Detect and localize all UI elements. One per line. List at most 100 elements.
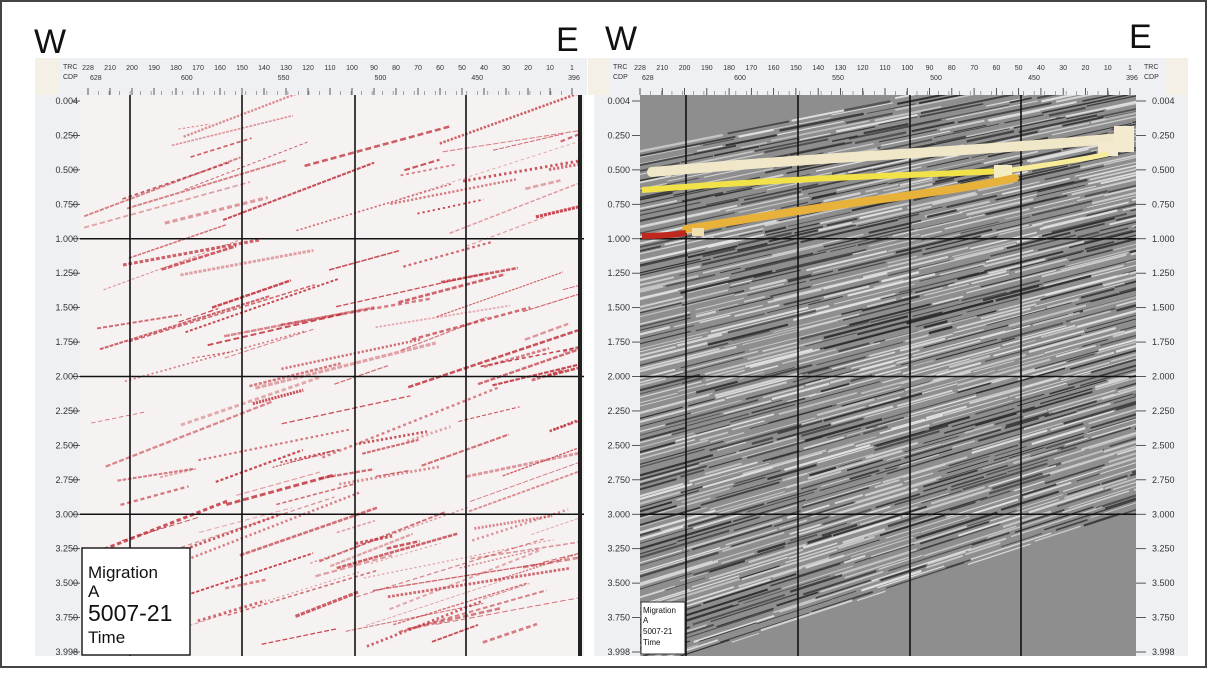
time-tick-label: 1.250 (1152, 268, 1175, 278)
reflection-event (1132, 471, 1136, 472)
time-tick-label: 0.004 (1152, 96, 1175, 106)
time-tick-label: 2.500 (607, 440, 630, 450)
time-tick-label: 1.500 (607, 303, 630, 313)
time-tick-label: 1.250 (607, 268, 630, 278)
trc-tick-label: 20 (1082, 65, 1090, 72)
trc-tick-label: 228 (634, 65, 646, 72)
trc-tick-label: 100 (346, 65, 358, 72)
right-info-line1: Migration (643, 606, 676, 615)
cdp-tick-label: 500 (930, 75, 942, 82)
trc-tick-label: 50 (458, 65, 466, 72)
trc-tick-label: 120 (302, 65, 314, 72)
trc-tick-label: 130 (280, 65, 292, 72)
trc-tick-label: 40 (1037, 65, 1045, 72)
trc-tick-label: 140 (812, 65, 824, 72)
time-tick-label: 0.500 (607, 165, 630, 175)
time-tick-label: 1.750 (1152, 337, 1175, 347)
time-tick-label: 0.750 (607, 199, 630, 209)
time-tick-label: 2.000 (607, 372, 630, 382)
trc-tick-label: 100 (901, 65, 913, 72)
trc-tick-label: 180 (723, 65, 735, 72)
trc-tick-label: 70 (970, 65, 978, 72)
trc-tick-label: 10 (546, 65, 554, 72)
left-info-box: Migration A 5007-21 Time (82, 548, 190, 655)
trc-tick-label: 110 (324, 65, 335, 72)
right-trc-label: TRC (613, 64, 627, 71)
time-tick-label: 2.000 (1152, 372, 1175, 382)
time-tick-label: 3.500 (607, 578, 630, 588)
time-tick-label: 2.250 (607, 406, 630, 416)
time-tick-label: 2.500 (1152, 440, 1175, 450)
left-info-line3: 5007-21 (88, 600, 172, 626)
left-west-label: W (34, 23, 66, 61)
time-tick-label: 1.750 (607, 337, 630, 347)
cdp-tick-label: 600 (734, 75, 746, 82)
cdp-tick-label: 628 (90, 75, 102, 82)
time-tick-label: 3.998 (1152, 647, 1175, 657)
right-info-line4: Time (643, 638, 661, 647)
time-tick-label: 3.500 (1152, 578, 1175, 588)
trc-tick-label: 200 (679, 65, 691, 72)
right-info-line3: 5007-21 (643, 627, 673, 636)
trc-tick-label: 60 (992, 65, 1000, 72)
trc-tick-label: 40 (480, 65, 488, 72)
trc-tick-label: 190 (148, 65, 160, 72)
cdp-tick-label: 550 (832, 75, 844, 82)
trc-tick-label: 190 (701, 65, 713, 72)
cdp-tick-label: 500 (375, 75, 387, 82)
trc-tick-label: 80 (948, 65, 956, 72)
time-tick-label: 0.500 (1152, 165, 1175, 175)
trc-tick-label: 90 (370, 65, 378, 72)
reflection-event (1133, 122, 1136, 123)
trc-tick-label: 150 (790, 65, 802, 72)
cdp-tick-label: 600 (181, 75, 193, 82)
trc-tick-label: 60 (436, 65, 444, 72)
time-tick-label: 0.250 (607, 130, 630, 140)
trc-tick-label: 150 (236, 65, 248, 72)
right-cdp-label-end: CDP (1144, 74, 1159, 81)
trc-tick-label: 50 (1015, 65, 1023, 72)
cdp-tick-label: 450 (471, 75, 483, 82)
trc-tick-label: 1 (1128, 65, 1132, 72)
time-tick-label: 0.750 (1152, 199, 1175, 209)
reflection-event (1131, 253, 1136, 254)
trc-tick-label: 210 (656, 65, 668, 72)
reflection-event (1134, 489, 1136, 490)
left-info-line4: Time (88, 628, 125, 647)
cdp-tick-label: 628 (642, 75, 654, 82)
time-tick-label: 2.250 (1152, 406, 1175, 416)
time-tick-label: 3.998 (607, 647, 630, 657)
right-trc-label-end: TRC (1144, 64, 1158, 71)
left-east-label: E (556, 21, 579, 59)
right-info-box: Migration A 5007-21 Time (641, 602, 685, 654)
trc-tick-label: 160 (768, 65, 780, 72)
reflection-event (1130, 251, 1136, 253)
trc-tick-label: 90 (926, 65, 934, 72)
time-tick-label: 1.000 (607, 234, 630, 244)
time-tick-label: 2.750 (1152, 475, 1175, 485)
trc-tick-label: 120 (857, 65, 869, 72)
trc-tick-label: 160 (214, 65, 226, 72)
left-trc-label: TRC (63, 64, 77, 71)
time-tick-label: 3.250 (607, 544, 630, 554)
time-tick-label: 0.250 (1152, 130, 1175, 140)
trc-tick-label: 200 (126, 65, 138, 72)
left-info-line2: A (88, 582, 100, 601)
left-panel-right-edge (578, 95, 582, 656)
cdp-tick-label: 550 (278, 75, 290, 82)
time-tick-label: 3.750 (1152, 613, 1175, 623)
time-tick-label: 3.000 (1152, 509, 1175, 519)
trc-tick-label: 70 (414, 65, 422, 72)
time-tick-label: 3.250 (1152, 544, 1175, 554)
trc-tick-label: 10 (1104, 65, 1112, 72)
right-west-label: W (605, 20, 637, 58)
trc-tick-label: 180 (170, 65, 182, 72)
trc-tick-label: 1 (570, 65, 574, 72)
time-tick-label: 3.000 (607, 509, 630, 519)
right-cdp-label: CDP (613, 74, 628, 81)
trc-tick-label: 170 (192, 65, 204, 72)
cdp-tick-label: 396 (1126, 75, 1138, 82)
